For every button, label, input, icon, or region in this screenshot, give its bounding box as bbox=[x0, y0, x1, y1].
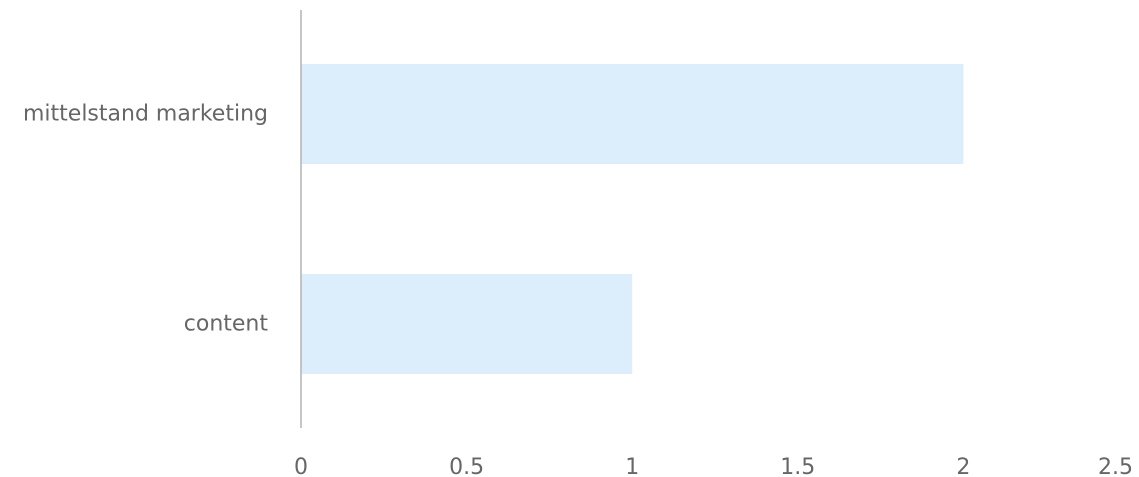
category-label: mittelstand marketing bbox=[23, 102, 268, 127]
x-tick-label: 1 bbox=[625, 455, 639, 477]
x-tick-label: 0 bbox=[294, 455, 308, 477]
category-labels: mittelstand marketing content bbox=[23, 102, 268, 337]
x-tick-labels: 0 0.5 1 1.5 2 2.5 bbox=[294, 455, 1133, 477]
bar-mittelstand-marketing bbox=[301, 64, 964, 164]
x-tick-label: 1.5 bbox=[780, 455, 815, 477]
bars-layer bbox=[301, 64, 964, 374]
x-tick-label: 0.5 bbox=[449, 455, 484, 477]
bar-content bbox=[301, 274, 633, 374]
x-tick-label: 2.5 bbox=[1098, 455, 1133, 477]
category-label: content bbox=[184, 312, 269, 337]
x-tick-label: 2 bbox=[956, 455, 970, 477]
